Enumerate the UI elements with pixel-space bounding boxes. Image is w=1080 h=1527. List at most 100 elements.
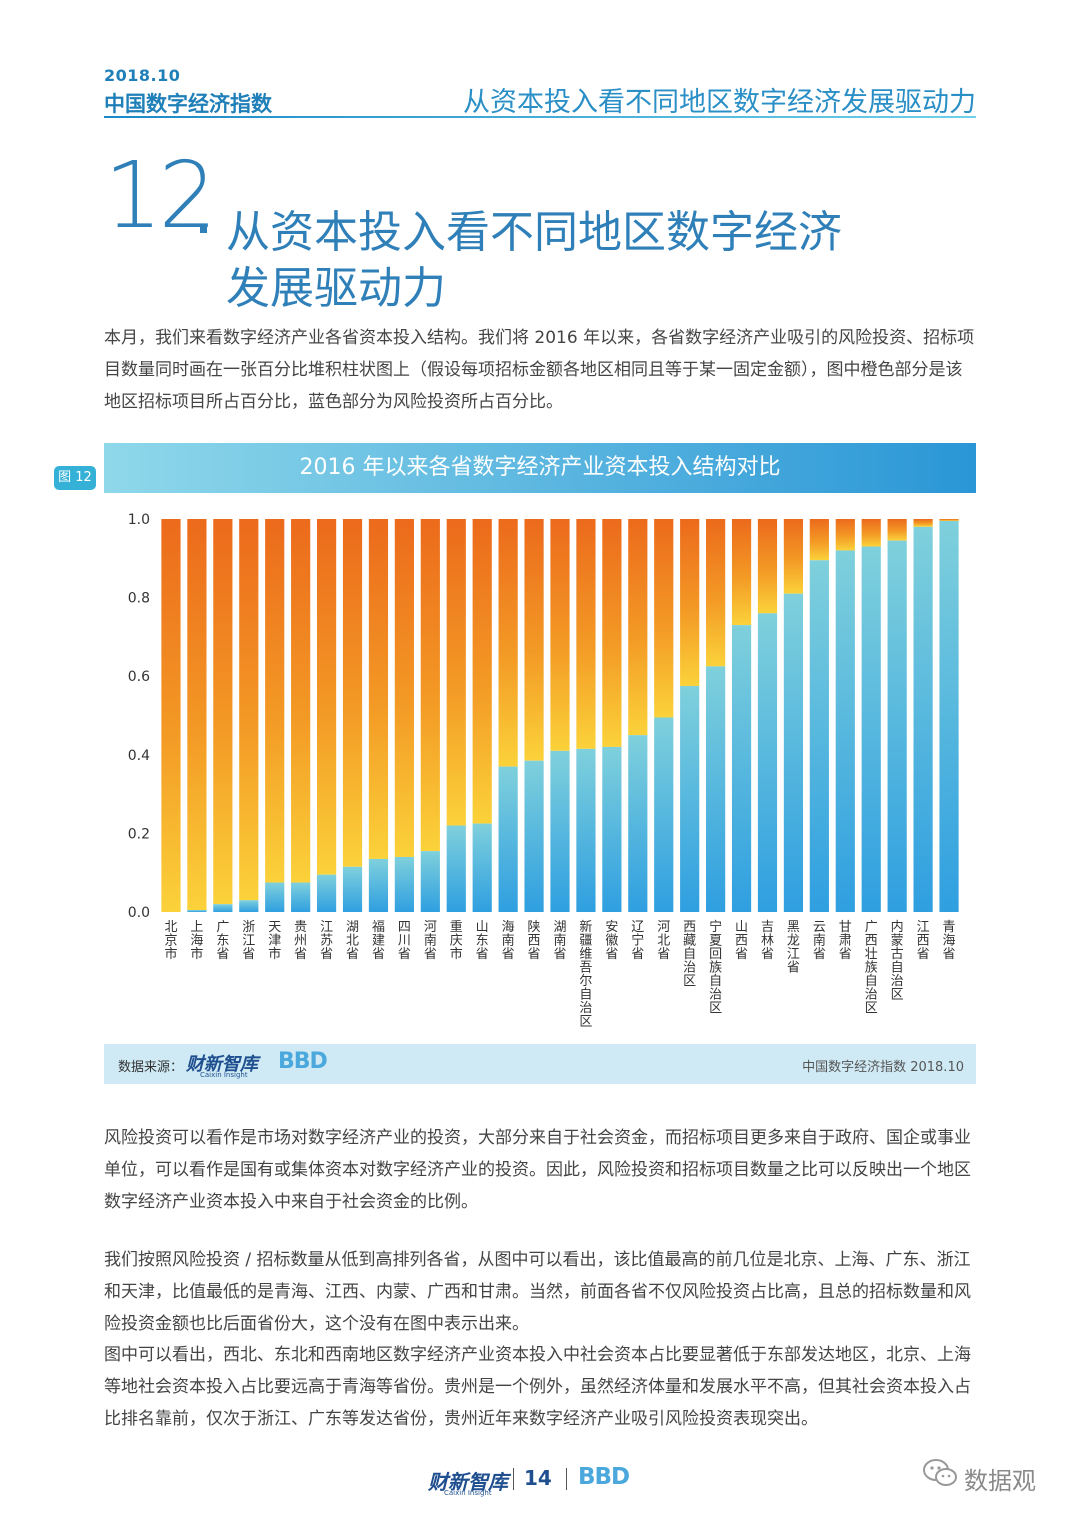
bar-tender xyxy=(265,519,285,883)
bar-tender xyxy=(368,519,389,859)
x-tick-label: 吉林省 xyxy=(761,920,774,962)
bar-tender xyxy=(420,519,440,852)
bar-tender xyxy=(835,519,855,551)
figure-tag: 图 12 xyxy=(54,466,96,490)
x-tick-label: 北京市 xyxy=(164,920,177,962)
source-bar: 数据来源： 财新智库 Caixin Insight BBD 中国数字经济指数 2… xyxy=(104,1044,976,1084)
wechat-icon xyxy=(923,1459,957,1486)
bar-venture xyxy=(368,858,389,912)
bar-tender xyxy=(731,519,752,626)
bar-tender xyxy=(861,519,881,547)
bar-tender xyxy=(394,519,414,857)
bar-tender xyxy=(706,519,726,667)
chart-title-banner: 2016 年以来各省数字经济产业资本投入结构对比 xyxy=(104,443,976,493)
x-tick-label: 江西省 xyxy=(917,920,930,962)
bar-tender xyxy=(939,519,959,521)
bar-tender xyxy=(187,519,207,911)
x-tick-label: 天津市 xyxy=(268,920,281,962)
bar-venture xyxy=(394,856,414,912)
bar-venture xyxy=(939,520,959,912)
section-title-line2: 发展驱动力 xyxy=(226,263,446,314)
bar-tender xyxy=(654,519,674,718)
x-tick-label: 海南省 xyxy=(502,920,515,962)
x-tick-label: 内蒙古自治区 xyxy=(891,919,904,1003)
bar-venture xyxy=(680,686,700,912)
x-tick-label: 山西省 xyxy=(735,920,748,962)
bar-venture xyxy=(524,760,544,912)
watermark-text: 数据观 xyxy=(964,1467,1036,1495)
bar-venture xyxy=(757,613,778,912)
bar-tender xyxy=(628,519,648,736)
source-label: 数据来源： xyxy=(118,1060,184,1075)
bar-tender xyxy=(472,519,492,824)
x-tick-label: 重庆市 xyxy=(450,919,463,962)
bar-tender xyxy=(524,519,544,761)
x-tick-label: 宁夏回族自治区 xyxy=(709,919,722,1016)
bar-venture xyxy=(887,540,907,912)
bar-tender xyxy=(498,519,518,767)
bar-venture xyxy=(239,900,259,912)
intro-paragraph: 本月，我们来看数字经济产业各省资本投入结构。我们将 2016 年以来，各省数字经… xyxy=(104,328,975,412)
section-number: 12 xyxy=(104,142,217,249)
bar-venture xyxy=(861,546,881,912)
footer-separator xyxy=(513,1468,514,1490)
y-tick-label: 0.8 xyxy=(128,591,150,607)
header-brand: 中国数字经济指数 xyxy=(104,92,272,116)
source-logo-sub: Caixin Insight xyxy=(200,1071,248,1079)
x-tick-label: 黑龙江省 xyxy=(787,920,800,976)
footer-bbd-logo: BBD xyxy=(578,1464,630,1490)
bar-venture xyxy=(265,882,285,912)
bar-venture xyxy=(576,748,596,912)
body-paragraph-2: 我们按照风险投资 / 招标数量从低到高排列各省，从图中可以看出，该比值最高的前几… xyxy=(104,1250,971,1334)
x-tick-label: 安徽省 xyxy=(605,920,618,962)
bar-venture xyxy=(835,550,855,912)
y-tick-label: 0.2 xyxy=(128,826,150,842)
x-tick-label: 新疆维吾尔自治区 xyxy=(579,919,592,1030)
header-title: 从资本投入看不同地区数字经济发展驱动力 xyxy=(463,87,976,118)
x-tick-label: 广西壮族自治区 xyxy=(865,920,878,1016)
bar-tender xyxy=(576,519,596,749)
x-tick-label: 山东省 xyxy=(476,920,489,962)
bar-tender xyxy=(291,519,311,883)
bar-tender xyxy=(887,519,907,541)
bar-tender xyxy=(316,519,337,875)
bar-tender xyxy=(446,519,466,826)
body-paragraph-1: 风险投资可以看作是市场对数字经济产业的投资，大部分来自于社会资金，而招标项目更多… xyxy=(104,1128,971,1212)
bar-tender xyxy=(809,519,829,561)
bar-tender xyxy=(342,519,363,867)
bar-venture xyxy=(213,904,233,912)
header-divider xyxy=(104,116,976,118)
x-tick-label: 西藏自治区 xyxy=(683,920,696,989)
section-number-dot xyxy=(200,226,207,233)
bar-tender xyxy=(680,519,700,687)
x-tick-label: 福建省 xyxy=(372,920,385,962)
x-tick-label: 辽宁省 xyxy=(631,920,644,962)
source-bbd-logo: BBD xyxy=(278,1049,328,1074)
bar-venture xyxy=(731,625,752,912)
section-title-line1: 从资本投入看不同地区数字经济 xyxy=(226,207,842,258)
bar-tender xyxy=(602,519,622,747)
bar-venture xyxy=(420,851,440,912)
x-tick-label: 湖南省 xyxy=(553,920,566,962)
bar-tender xyxy=(550,519,570,751)
bar-venture xyxy=(187,910,207,912)
y-tick-label: 0.0 xyxy=(128,905,150,921)
bar-venture xyxy=(706,666,726,912)
footer-separator xyxy=(566,1468,567,1490)
bar-tender xyxy=(783,519,804,594)
footer-logo-sub: Caixin Insight xyxy=(444,1489,492,1497)
x-tick-label: 甘肃省 xyxy=(839,920,852,962)
header-date: 2018.10 xyxy=(104,66,181,85)
x-tick-label: 广东省 xyxy=(216,920,229,962)
y-tick-label: 0.4 xyxy=(128,748,150,764)
bar-venture xyxy=(498,766,518,912)
bar-venture xyxy=(446,825,466,912)
bar-venture xyxy=(654,717,674,912)
body-paragraph-3: 图中可以看出，西北、东北和西南地区数字经济产业资本投入中社会资本占比要显著低于东… xyxy=(104,1345,971,1429)
bar-venture xyxy=(472,823,492,912)
x-tick-label: 河北省 xyxy=(657,920,670,962)
x-tick-label: 河南省 xyxy=(424,920,437,962)
x-tick-label: 上海市 xyxy=(190,920,203,962)
source-right: 中国数字经济指数 2018.10 xyxy=(802,1060,964,1075)
chart: 0.0 0.2 0.4 0.6 0.8 1.0 北京市上海市广东省浙江省天津市贵州省江苏省… xyxy=(128,512,959,1030)
